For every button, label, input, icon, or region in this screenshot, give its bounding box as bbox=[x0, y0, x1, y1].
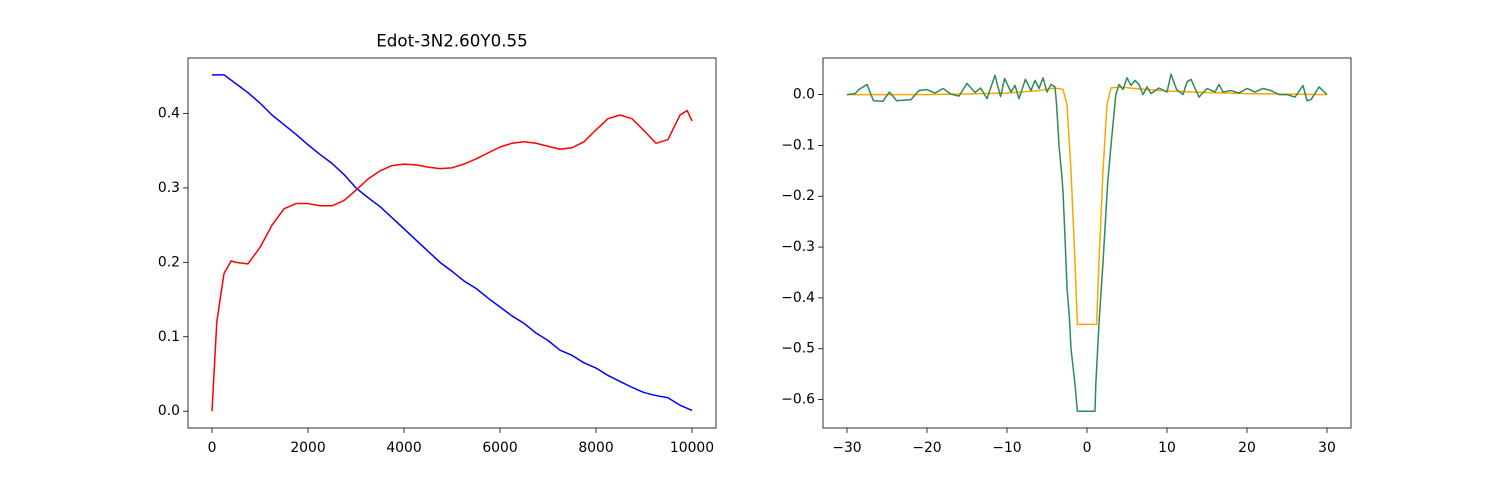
x-tick-label: 6000 bbox=[482, 440, 517, 456]
y-tick-label: 0.0 bbox=[793, 87, 815, 103]
x-tick-label: 0 bbox=[1083, 440, 1092, 456]
y-tick-label: 0.1 bbox=[158, 329, 180, 345]
y-tick-label: −0.1 bbox=[781, 137, 815, 153]
x-tick-label: 10 bbox=[1158, 440, 1176, 456]
x-tick-label: 0 bbox=[208, 440, 217, 456]
x-tick-label: 8000 bbox=[578, 440, 613, 456]
x-tick-label: 10000 bbox=[670, 440, 714, 456]
plot-area bbox=[846, 73, 1328, 412]
series-line bbox=[846, 73, 1328, 412]
y-tick-label: 0.3 bbox=[158, 180, 180, 196]
x-tick-label: 4000 bbox=[386, 440, 421, 456]
y-tick-label: 0.0 bbox=[158, 403, 180, 419]
x-tick-label: −10 bbox=[992, 440, 1021, 456]
y-tick-label: −0.3 bbox=[781, 239, 815, 255]
series-line bbox=[211, 109, 693, 412]
y-tick-label: −0.4 bbox=[781, 290, 815, 306]
x-tick-label: −30 bbox=[832, 440, 861, 456]
y-tick-label: −0.6 bbox=[781, 392, 815, 408]
x-tick-label: 30 bbox=[1318, 440, 1336, 456]
x-tick-label: 2000 bbox=[290, 440, 325, 456]
series-line bbox=[212, 74, 693, 412]
y-tick-label: −0.5 bbox=[781, 341, 815, 357]
plot-area bbox=[211, 74, 693, 412]
y-tick-label: −0.2 bbox=[781, 188, 815, 204]
x-tick-label: −20 bbox=[912, 440, 941, 456]
axes-frame bbox=[187, 57, 717, 429]
chart-title: Edot-3N2.60Y0.55 bbox=[376, 31, 528, 51]
axes: −30 −20 −10 0 10 20 30 −0.6 −0.5 −0.4 −0.3 −0.2 −0.1… bbox=[781, 57, 1352, 456]
x-tick-label: 20 bbox=[1238, 440, 1256, 456]
axes: 0 2000 4000 6000 8000 10000 0.0 0.1 0.2 0.3 0.4 Edo… bbox=[158, 31, 717, 456]
y-tick-label: 0.2 bbox=[158, 254, 180, 270]
y-tick-label: 0.4 bbox=[158, 106, 180, 122]
